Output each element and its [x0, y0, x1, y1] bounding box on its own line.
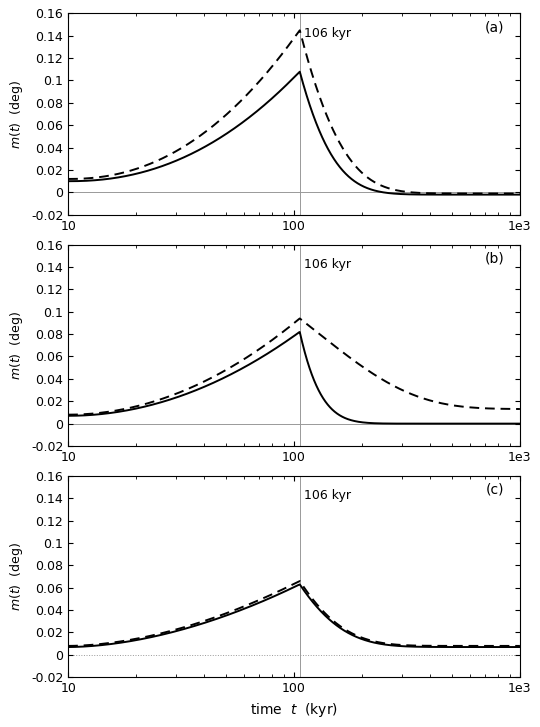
Text: (a): (a) — [484, 20, 504, 34]
Text: 106 kyr: 106 kyr — [303, 489, 350, 502]
Y-axis label: $m(t)$  (deg): $m(t)$ (deg) — [8, 542, 25, 611]
Y-axis label: $m(t)$  (deg): $m(t)$ (deg) — [8, 79, 25, 148]
Text: 106 kyr: 106 kyr — [303, 27, 350, 40]
Y-axis label: $m(t)$  (deg): $m(t)$ (deg) — [8, 310, 25, 379]
Text: (c): (c) — [485, 483, 504, 497]
X-axis label: time  $t$  (kyr): time $t$ (kyr) — [250, 701, 338, 719]
Text: 106 kyr: 106 kyr — [303, 258, 350, 271]
Text: (b): (b) — [484, 252, 504, 265]
